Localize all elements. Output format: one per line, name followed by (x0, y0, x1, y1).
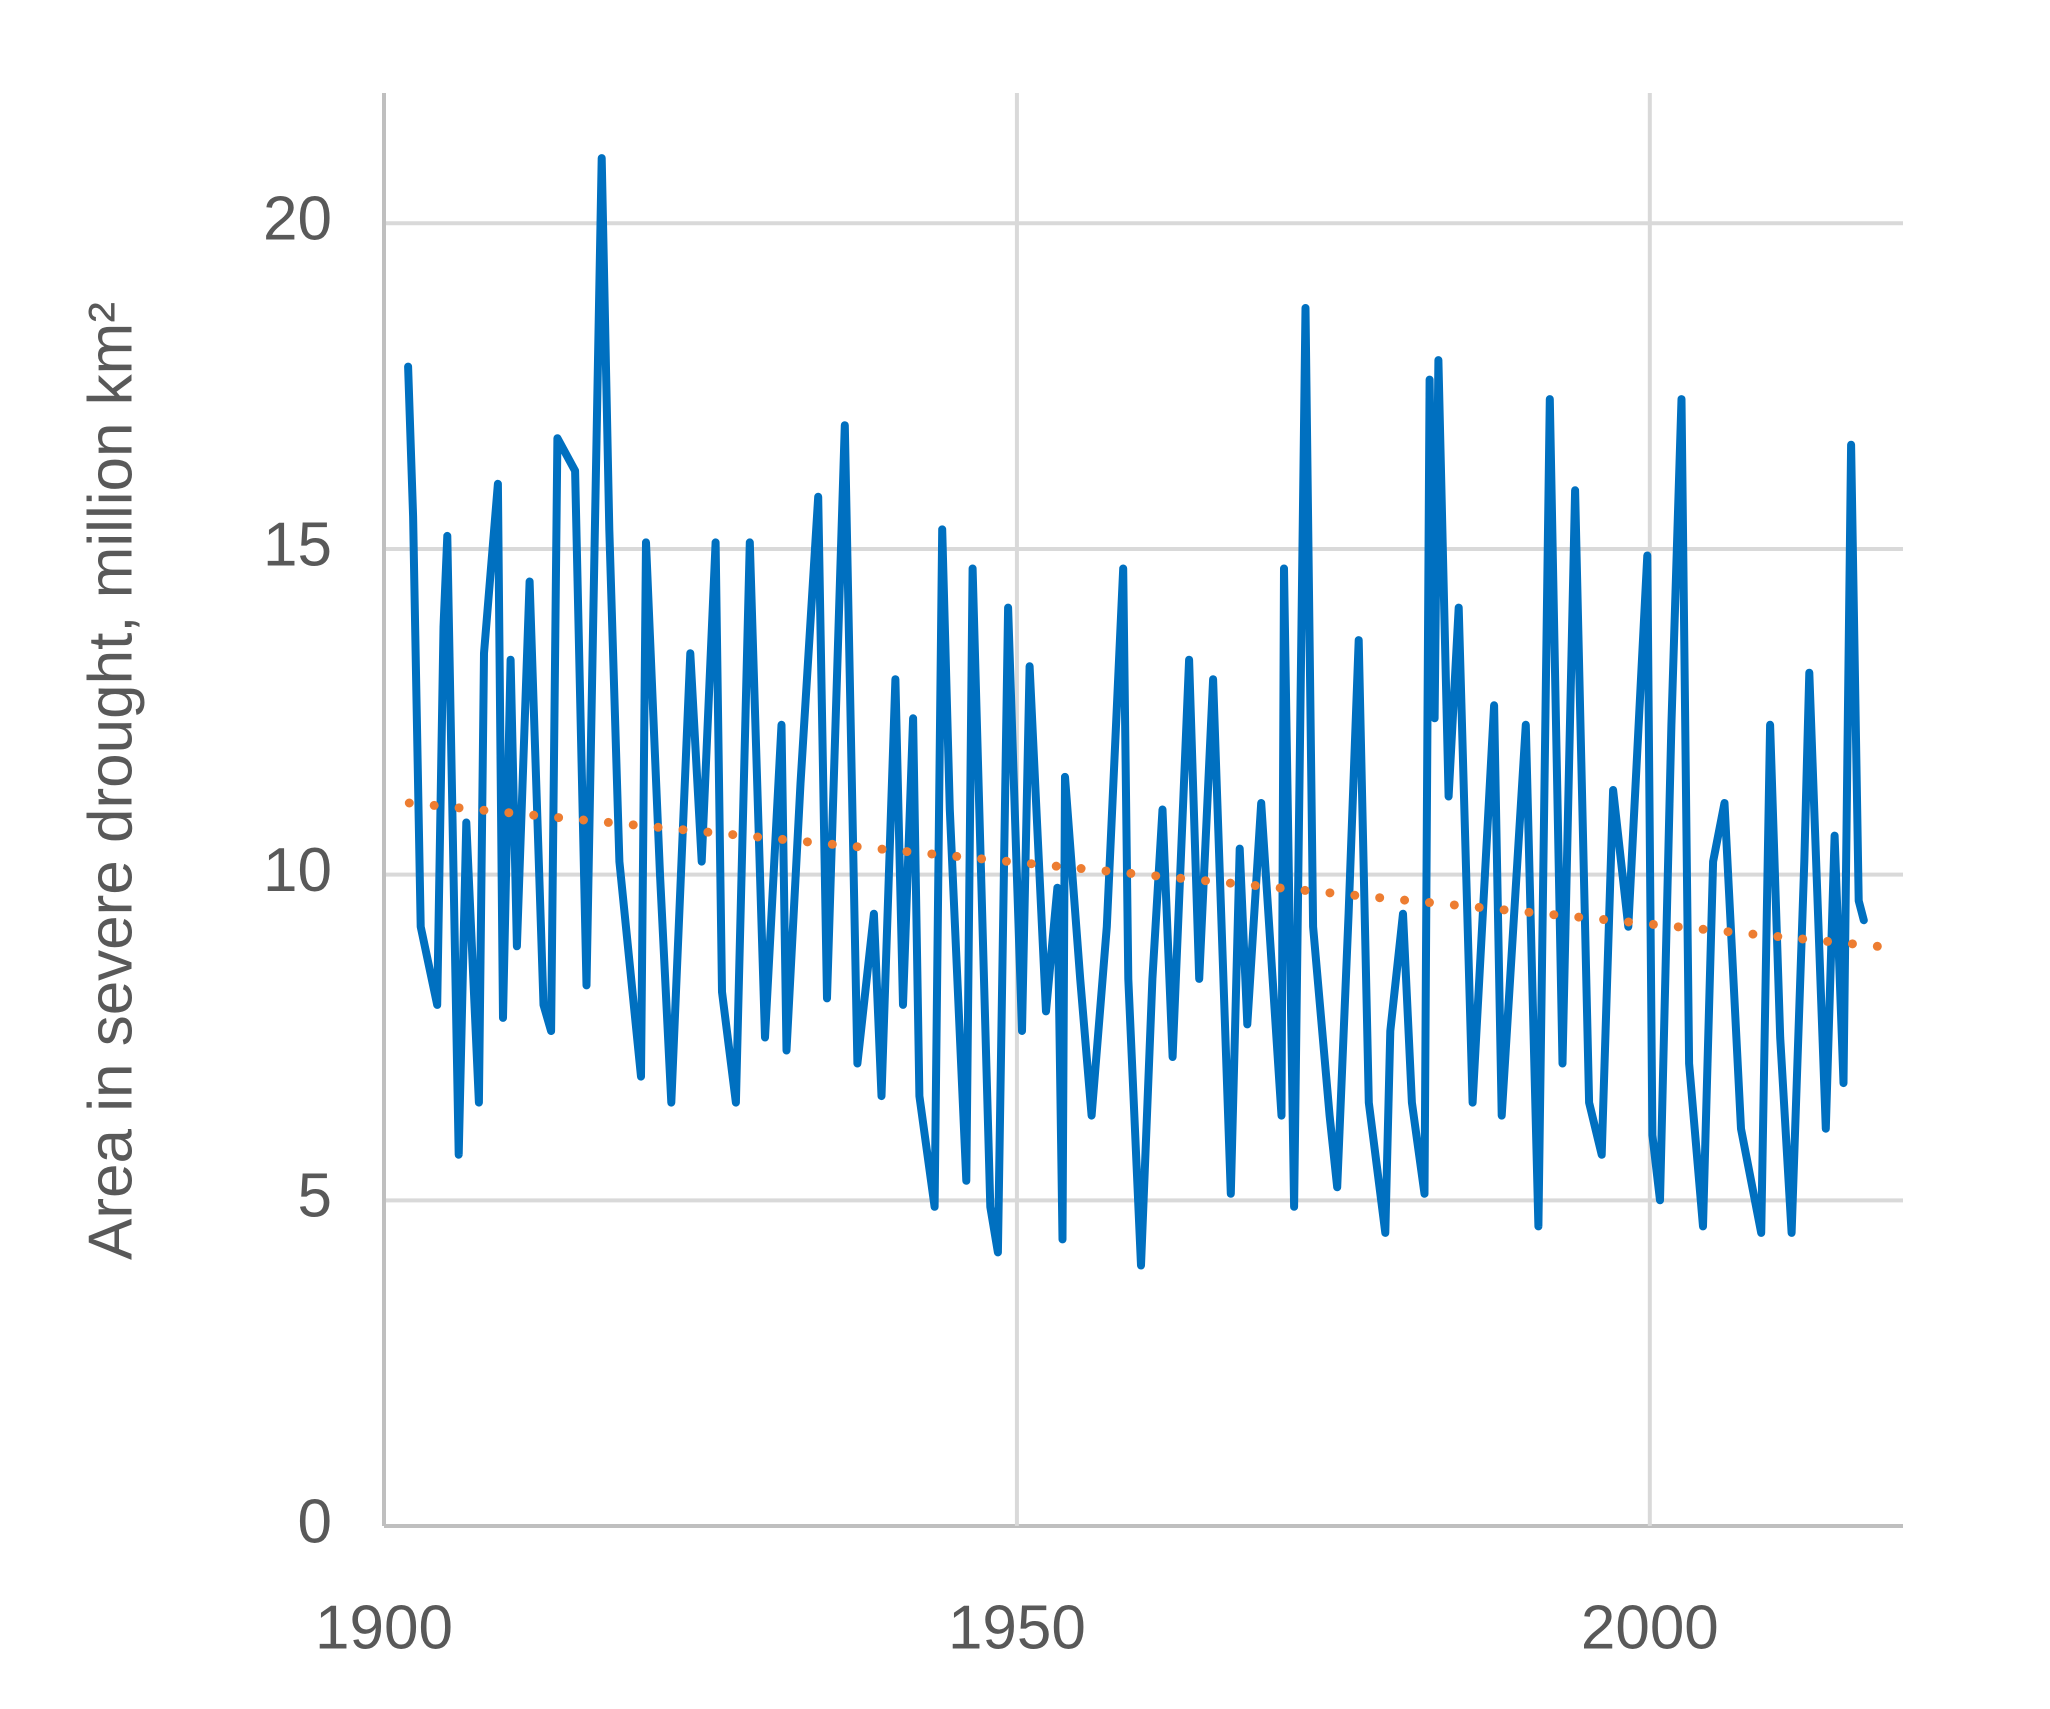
data-line (404, 798, 1883, 951)
y-tick-label: 10 (263, 836, 332, 905)
y-axis-label: Area in severe drought, million km² (76, 302, 145, 1260)
y-tick-label: 0 (298, 1487, 332, 1556)
y-tick-label: 20 (263, 185, 332, 254)
y-tick-label: 15 (263, 510, 332, 579)
x-tick-label: 2000 (1581, 1593, 1719, 1662)
x-tick-label: 1950 (948, 1593, 1086, 1662)
y-tick-label: 5 (298, 1162, 332, 1231)
x-tick-label: 1900 (315, 1593, 453, 1662)
data-line (404, 154, 1868, 1270)
